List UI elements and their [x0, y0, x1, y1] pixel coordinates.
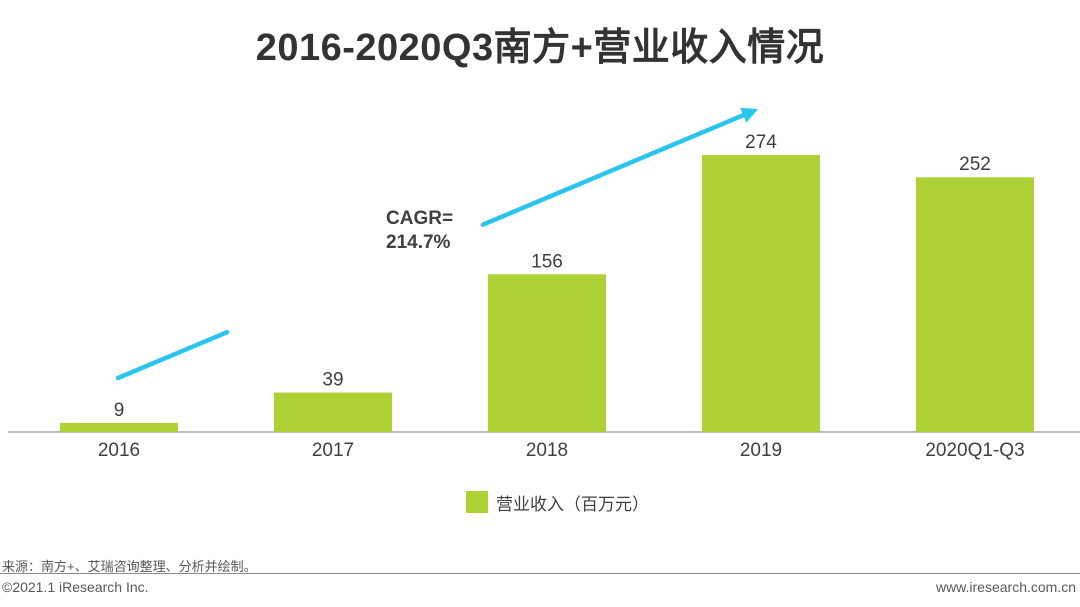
- bar-2016: [60, 422, 178, 432]
- legend: 营业收入（百万元）: [466, 490, 649, 514]
- footer-divider: [0, 573, 1080, 574]
- cagr-value: 214.7%: [386, 232, 451, 253]
- x-tick-label: 2019: [740, 440, 782, 461]
- source-note: 来源：南方+、艾瑞咨询整理、分析并绘制。: [2, 559, 257, 574]
- data-label: 156: [531, 251, 563, 272]
- cagr-label: CAGR=: [386, 208, 453, 229]
- website-text: www.iresearch.com.cn: [935, 579, 1076, 595]
- cagr-arrow-head: [740, 107, 758, 123]
- x-tick-label: 2020Q1-Q3: [925, 440, 1024, 461]
- data-label: 9: [114, 400, 125, 421]
- x-tick-label: 2016: [98, 440, 140, 461]
- bar-2017: [274, 392, 392, 432]
- bar-2020Q1-Q3: [916, 177, 1034, 432]
- bar-2018: [488, 274, 606, 432]
- copyright-text: ©2021.1 iResearch Inc.: [2, 579, 149, 595]
- legend-label: 营业收入（百万元）: [496, 494, 649, 514]
- cagr-arrow-line: [480, 112, 746, 227]
- cagr-arrow-line: [115, 330, 230, 381]
- data-label: 274: [745, 132, 777, 153]
- x-tick-label: 2018: [526, 440, 568, 461]
- legend-swatch: [466, 491, 488, 513]
- data-label: 39: [322, 370, 343, 391]
- x-tick-label: 2017: [312, 440, 354, 461]
- bar-2019: [702, 155, 820, 432]
- data-label: 252: [959, 154, 991, 175]
- chart-title: 2016-2020Q3南方+营业收入情况: [255, 27, 825, 69]
